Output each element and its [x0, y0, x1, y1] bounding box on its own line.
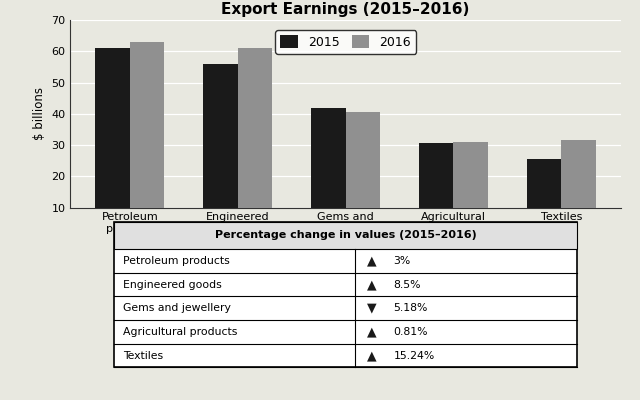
Bar [453, 142, 488, 239]
Text: Textiles: Textiles [123, 351, 163, 361]
Text: Gems and jewellery: Gems and jewellery [123, 303, 230, 313]
Bar [561, 140, 596, 239]
Bar [130, 42, 164, 239]
Text: Agricultural products: Agricultural products [123, 327, 237, 337]
Text: ▲: ▲ [367, 254, 376, 267]
Text: 0.81%: 0.81% [394, 327, 428, 337]
Bar [204, 64, 238, 239]
X-axis label: Product Category: Product Category [284, 238, 407, 251]
Text: Engineered goods: Engineered goods [123, 280, 221, 290]
Text: Petroleum products: Petroleum products [123, 256, 229, 266]
Text: ▼: ▼ [367, 302, 376, 315]
Text: 8.5%: 8.5% [394, 280, 421, 290]
Bar [115, 222, 577, 368]
Bar [238, 48, 272, 239]
Bar [95, 48, 130, 239]
Text: 3%: 3% [394, 256, 411, 266]
Y-axis label: $ billions: $ billions [33, 87, 46, 140]
Text: ▲: ▲ [367, 326, 376, 338]
Bar [527, 159, 561, 239]
Text: ▲: ▲ [367, 278, 376, 291]
Bar [346, 112, 380, 239]
Bar [311, 108, 346, 239]
Text: 15.24%: 15.24% [394, 351, 435, 361]
Text: 5.18%: 5.18% [394, 303, 428, 313]
Legend: 2015, 2016: 2015, 2016 [275, 30, 416, 54]
Text: Percentage change in values (2015–2016): Percentage change in values (2015–2016) [215, 230, 476, 240]
Bar [419, 144, 453, 239]
Title: Export Earnings (2015–2016): Export Earnings (2015–2016) [221, 2, 470, 18]
Text: ▲: ▲ [367, 349, 376, 362]
Bar [115, 222, 577, 249]
